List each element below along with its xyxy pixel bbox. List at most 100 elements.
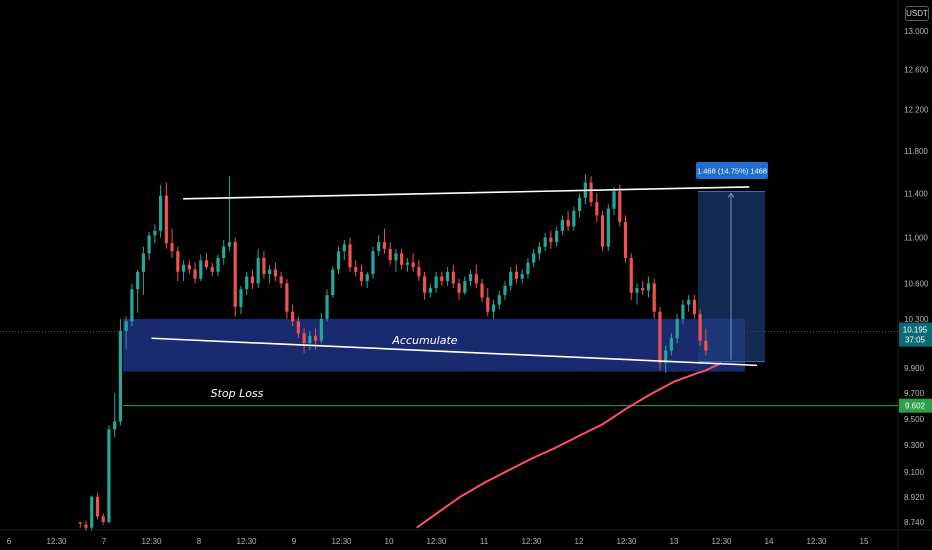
candle-body (273, 269, 277, 277)
candle-body (136, 271, 140, 290)
candle (159, 184, 163, 238)
candle-body (537, 246, 542, 254)
candle (509, 267, 513, 291)
candle-body (543, 237, 547, 247)
currency-selector[interactable]: USDT (905, 6, 929, 21)
candle (199, 254, 203, 282)
candle-body (400, 253, 404, 265)
candle-body (480, 283, 484, 298)
candle (491, 299, 496, 319)
candle-body (222, 246, 226, 258)
candle-body (417, 267, 421, 277)
candle-body (445, 271, 450, 282)
candle-body (187, 264, 191, 270)
candle-body (595, 202, 599, 216)
accumulate-zone[interactable] (123, 318, 745, 372)
x-tick-label: 12:30 (616, 537, 637, 546)
candle (445, 267, 450, 286)
candle-body (296, 321, 300, 334)
y-tick-label: 8.740 (904, 518, 925, 527)
candle-body (181, 264, 186, 272)
candle-body (577, 197, 582, 211)
candle-body (394, 253, 398, 261)
candle-body (285, 283, 289, 312)
y-tick-label: 9.500 (904, 415, 925, 424)
candle (90, 495, 94, 531)
candle-body (239, 289, 243, 307)
candle (503, 281, 507, 300)
candle (124, 316, 128, 350)
candle-body (623, 221, 628, 258)
x-tick-label: 12:30 (141, 537, 162, 546)
last-price-value: 10.195 (903, 326, 928, 335)
candle (325, 289, 329, 322)
candle (560, 215, 564, 236)
candle (595, 193, 599, 222)
candle (457, 278, 461, 300)
candle (520, 269, 524, 284)
candle (687, 295, 691, 312)
x-tick-label: 12 (575, 537, 584, 546)
candle-body (216, 257, 220, 272)
candle-body (268, 269, 272, 275)
candle (250, 269, 255, 290)
candle-body (365, 274, 369, 282)
measure-badge[interactable] (696, 162, 768, 179)
candle-body (95, 496, 100, 517)
x-tick-label: 12:30 (331, 537, 352, 546)
candle-body (509, 271, 513, 286)
candle (118, 318, 123, 426)
candle-body (84, 524, 88, 528)
candle (302, 328, 306, 353)
candle-body (164, 195, 168, 244)
candle (629, 253, 633, 300)
candle-body (342, 244, 346, 252)
candle (388, 242, 392, 265)
support-trendline[interactable] (151, 337, 758, 367)
candle-body (560, 219, 564, 231)
candle-body (210, 267, 214, 272)
target-box[interactable] (698, 191, 765, 362)
candle-body (291, 311, 295, 322)
candle (394, 248, 398, 272)
x-tick-label: 12:30 (46, 537, 67, 546)
candle-body (90, 496, 94, 528)
moving-average-line (416, 361, 722, 529)
candle (646, 276, 651, 298)
candle-body (319, 318, 323, 341)
candle-body (170, 243, 174, 252)
y-tick-label: 9.300 (904, 441, 925, 450)
candle (623, 215, 628, 263)
candle (273, 262, 277, 282)
candle-body (566, 219, 570, 227)
candle-body (336, 251, 341, 270)
candle (451, 264, 455, 289)
candle-body (118, 330, 123, 422)
candle-body (313, 335, 318, 341)
candle-body (193, 269, 197, 279)
candle (474, 264, 478, 289)
candle-body (491, 304, 496, 312)
candle-body (78, 522, 82, 524)
candle (101, 513, 105, 525)
candle-body (411, 262, 415, 268)
candle (170, 228, 174, 258)
candle (359, 264, 364, 286)
candle-body (618, 191, 622, 222)
candle-body (428, 288, 432, 293)
candle (555, 226, 559, 247)
resistance-trendline[interactable] (183, 186, 750, 200)
candle (423, 271, 427, 300)
candle (577, 193, 582, 218)
candle-body (704, 340, 708, 351)
candle-body (130, 289, 134, 322)
candle (514, 264, 519, 284)
candle (279, 271, 283, 289)
candle-body (526, 262, 530, 275)
candle (342, 239, 346, 261)
candle (549, 230, 553, 249)
candle (411, 253, 415, 272)
candle-body (262, 257, 266, 275)
candle (216, 254, 220, 277)
